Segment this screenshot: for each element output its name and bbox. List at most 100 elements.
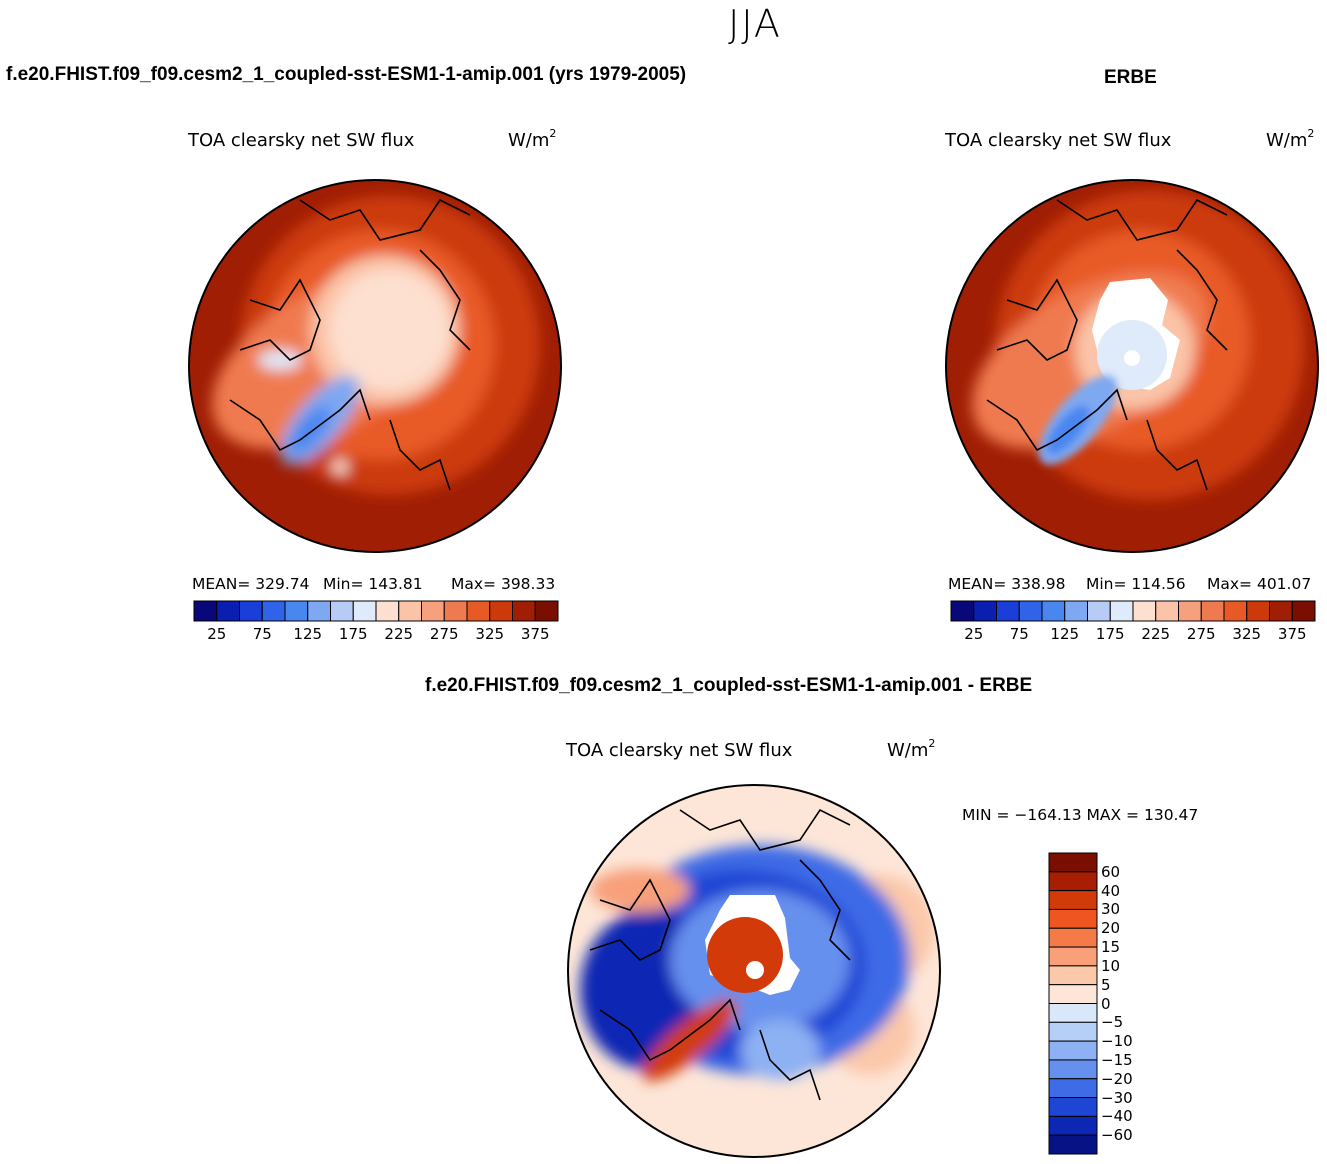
colorbar-swatch bbox=[1223, 600, 1248, 622]
colorbar-tick-label: 375 bbox=[520, 625, 550, 643]
colorbar-swatch bbox=[1291, 600, 1316, 622]
colorbar-tick-label: −30 bbox=[1101, 1088, 1133, 1107]
colorbar-swatch bbox=[1048, 927, 1098, 948]
colorbar-swatch bbox=[193, 600, 218, 622]
colorbar-tick-label: 30 bbox=[1101, 900, 1121, 919]
obs-min: Min= 114.56 bbox=[1086, 575, 1186, 593]
colorbar-tick-label: 0 bbox=[1101, 994, 1111, 1013]
colorbar-swatch bbox=[375, 600, 400, 622]
colorbar-swatch bbox=[443, 600, 468, 622]
colorbar-swatch bbox=[1018, 600, 1043, 622]
colorbar-swatch bbox=[216, 600, 240, 622]
colorbar-swatch bbox=[1048, 890, 1098, 910]
colorbar-tick-label: −15 bbox=[1101, 1050, 1133, 1069]
colorbar-swatch bbox=[466, 600, 491, 622]
obs-case-title: ERBE bbox=[1104, 67, 1157, 88]
obs-mean: MEAN= 338.98 bbox=[948, 575, 1066, 593]
model-mean: MEAN= 329.74 bbox=[192, 575, 310, 593]
model-case-title: f.e20.FHIST.f09_f09.cesm2_1_coupled-sst-… bbox=[6, 64, 687, 85]
model-coastlines bbox=[229, 198, 471, 491]
diff-minmax: MIN = −164.13 MAX = 130.47 bbox=[962, 806, 1199, 824]
model-field-title: TOA clearsky net SW flux bbox=[188, 130, 415, 151]
colorbar-swatch bbox=[950, 600, 975, 622]
colorbar-tick-label: 325 bbox=[1232, 625, 1262, 643]
colorbar-swatch bbox=[1048, 1115, 1098, 1136]
diff-map-border bbox=[567, 784, 941, 1158]
colorbar-tick-label: 15 bbox=[1101, 938, 1121, 957]
colorbar-swatch bbox=[1048, 852, 1098, 873]
colorbar-swatch bbox=[1048, 946, 1098, 967]
colorbar-swatch bbox=[512, 600, 536, 622]
colorbar-swatch bbox=[1048, 1040, 1098, 1061]
colorbar-tick-label: −40 bbox=[1101, 1107, 1133, 1126]
obs-coastlines bbox=[986, 198, 1228, 491]
colorbar-swatch bbox=[307, 600, 331, 622]
colorbar-tick-label: 375 bbox=[1277, 625, 1307, 643]
colorbar-tick-label: 5 bbox=[1101, 975, 1111, 994]
colorbar-tick-label: 75 bbox=[1009, 625, 1029, 643]
colorbar-tick-label: 125 bbox=[1050, 625, 1080, 643]
colorbar-swatch bbox=[1155, 600, 1179, 622]
colorbar-swatch bbox=[261, 600, 286, 622]
colorbar-swatch bbox=[1041, 600, 1066, 622]
obs-colorbar bbox=[950, 600, 1316, 622]
colorbar-swatch bbox=[489, 600, 513, 622]
model-min: Min= 143.81 bbox=[323, 575, 423, 593]
colorbar-tick-label: 325 bbox=[475, 625, 505, 643]
model-units: W/m2 bbox=[508, 127, 557, 151]
colorbar-tick-label: 175 bbox=[1095, 625, 1125, 643]
colorbar-tick-label: 20 bbox=[1101, 919, 1121, 938]
model-map bbox=[189, 180, 561, 552]
colorbar-swatch bbox=[1048, 1097, 1098, 1117]
colorbar-swatch bbox=[1132, 600, 1157, 622]
model-map-border bbox=[188, 179, 562, 553]
colorbar-tick-label: −10 bbox=[1101, 1032, 1133, 1051]
colorbar-swatch bbox=[1048, 1134, 1098, 1155]
colorbar-tick-label: −5 bbox=[1101, 1013, 1124, 1032]
colorbar-swatch bbox=[1269, 600, 1293, 622]
colorbar-tick-label: 175 bbox=[338, 625, 368, 643]
colorbar-swatch bbox=[1064, 600, 1088, 622]
colorbar-tick-label: 125 bbox=[293, 625, 323, 643]
obs-units: W/m2 bbox=[1266, 127, 1315, 151]
colorbar-swatch bbox=[1048, 1078, 1098, 1099]
colorbar-swatch bbox=[1048, 871, 1098, 892]
colorbar-swatch bbox=[973, 600, 997, 622]
colorbar-swatch bbox=[330, 600, 354, 622]
colorbar-swatch bbox=[284, 600, 309, 622]
colorbar-swatch bbox=[398, 600, 422, 622]
colorbar-swatch bbox=[1109, 600, 1134, 622]
colorbar-swatch bbox=[1048, 965, 1098, 986]
colorbar-swatch bbox=[421, 600, 445, 622]
obs-map-border bbox=[945, 179, 1319, 553]
colorbar-swatch bbox=[1200, 600, 1225, 622]
colorbar-swatch bbox=[1048, 984, 1098, 1004]
colorbar-tick-label: 225 bbox=[384, 625, 414, 643]
diff-map bbox=[568, 785, 940, 1157]
model-colorbar bbox=[193, 600, 559, 622]
colorbar-swatch bbox=[1048, 1021, 1098, 1042]
obs-map bbox=[946, 180, 1318, 552]
colorbar-tick-label: 10 bbox=[1101, 956, 1121, 975]
colorbar-swatch bbox=[1048, 908, 1098, 929]
colorbar-swatch bbox=[352, 600, 377, 622]
diff-units: W/m2 bbox=[887, 737, 936, 761]
diff-colorbar bbox=[1048, 852, 1098, 1155]
colorbar-tick-label: 225 bbox=[1141, 625, 1171, 643]
colorbar-swatch bbox=[1087, 600, 1111, 622]
colorbar-tick-label: −20 bbox=[1101, 1069, 1133, 1088]
obs-field-title: TOA clearsky net SW flux bbox=[945, 130, 1172, 151]
model-max: Max= 398.33 bbox=[451, 575, 556, 593]
colorbar-tick-label: 275 bbox=[1186, 625, 1216, 643]
diff-case-title: f.e20.FHIST.f09_f09.cesm2_1_coupled-sst-… bbox=[425, 675, 1033, 696]
colorbar-swatch bbox=[996, 600, 1020, 622]
obs-max: Max= 401.07 bbox=[1207, 575, 1312, 593]
colorbar-swatch bbox=[1178, 600, 1202, 622]
colorbar-swatch bbox=[1048, 1059, 1098, 1080]
season-title: JJA bbox=[728, 2, 782, 46]
colorbar-tick-label: 275 bbox=[429, 625, 459, 643]
colorbar-tick-label: 75 bbox=[252, 625, 272, 643]
colorbar-swatch bbox=[1048, 1003, 1098, 1023]
colorbar-tick-label: 40 bbox=[1101, 881, 1121, 900]
